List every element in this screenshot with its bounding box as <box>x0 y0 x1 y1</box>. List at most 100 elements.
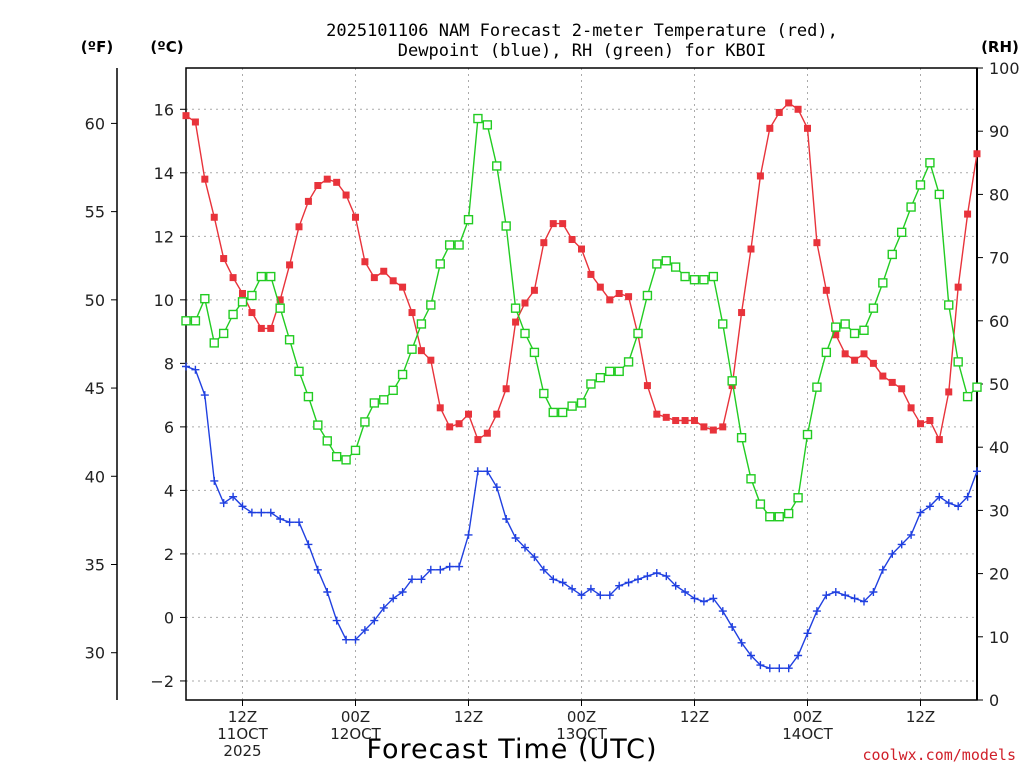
grid-lines <box>186 68 977 700</box>
temperature-point <box>851 356 859 364</box>
rh-tick-label: 60 <box>989 312 1009 331</box>
rh-point <box>783 508 794 519</box>
rh-point <box>755 499 766 509</box>
dewpoint-point <box>530 553 539 562</box>
temperature-point <box>182 112 190 120</box>
temperature-point <box>719 423 727 431</box>
dewpoint-point <box>728 623 737 631</box>
axis-tick-labels: −2 0 2 4 6 8 10 12 14 16 30 35 40 45 50 55 60 0 10 20 30 40 50… <box>85 59 1020 760</box>
dewpoint-point <box>360 626 369 635</box>
temperature-point <box>738 309 746 317</box>
rh-point <box>774 512 784 522</box>
dewpoint-point <box>219 499 228 508</box>
dewpoint-series <box>182 362 981 673</box>
celsius-tick-label: 0 <box>164 608 174 627</box>
rh-point <box>350 445 361 456</box>
rh-point <box>642 290 653 301</box>
temperature-point <box>888 378 896 386</box>
dewpoint-point <box>973 467 981 476</box>
temperature-point <box>493 410 501 418</box>
dewpoint-point <box>586 584 595 593</box>
temperature-point <box>210 213 218 221</box>
celsius-tick-label: 12 <box>154 227 174 246</box>
temperature-point <box>257 324 265 332</box>
rh-point <box>567 401 577 411</box>
rh-point <box>303 391 314 402</box>
rh-point <box>557 407 568 418</box>
dewpoint-point <box>379 603 388 612</box>
rh-point <box>510 303 521 313</box>
rh-point <box>972 382 982 392</box>
rh-point <box>218 328 229 339</box>
temperature-point <box>530 286 538 294</box>
rh-point <box>369 398 380 408</box>
rh-point <box>680 271 690 282</box>
temperature-point <box>794 105 802 113</box>
temperature-point <box>691 417 698 425</box>
temperature-point <box>540 239 548 247</box>
time-tick-label: 14OCT <box>782 725 833 743</box>
rh-point <box>228 309 238 320</box>
celsius-tick-label: 6 <box>164 418 174 437</box>
credit-watermark: coolwx.com/models <box>862 746 1016 764</box>
rh-series <box>181 113 982 522</box>
rh-point <box>595 372 606 383</box>
dewpoint-point <box>954 502 963 511</box>
temperature-point <box>926 417 934 425</box>
rh-point <box>652 259 662 269</box>
dewpoint-point <box>925 502 934 511</box>
chart-title: 2025101106 NAM Forecast 2-meter Temperat… <box>326 21 838 61</box>
dewpoint-point <box>718 607 727 616</box>
celsius-tick-label: 2 <box>164 545 174 564</box>
rh-point <box>190 316 201 326</box>
dewpoint-point <box>596 591 605 600</box>
dewpoint-point <box>558 578 567 587</box>
temperature-point <box>596 283 604 291</box>
dewpoint-point <box>756 661 765 670</box>
temperature-point <box>361 258 369 266</box>
temperature-point <box>559 220 567 228</box>
temperature-point <box>945 388 953 396</box>
dewpoint-point <box>332 616 341 625</box>
dewpoint-point <box>342 635 351 644</box>
rh-point <box>454 240 464 250</box>
rh-point <box>812 382 822 392</box>
dewpoint-point <box>502 515 511 523</box>
dewpoint-point <box>634 575 642 584</box>
celsius-tick-label: −2 <box>150 672 174 691</box>
celsius-tick-label: 8 <box>164 354 174 373</box>
rh-point <box>322 436 332 446</box>
time-tick-label: 2025 <box>223 742 261 760</box>
dewpoint-point <box>238 502 247 511</box>
temperature-point <box>521 299 529 307</box>
temperature-point <box>587 270 595 278</box>
dewpoint-point <box>247 508 256 517</box>
temperature-point <box>389 277 397 285</box>
dewpoint-point <box>775 664 784 673</box>
dewpoint-point <box>878 565 887 574</box>
rh-point <box>727 376 737 386</box>
dewpoint-point <box>483 467 492 476</box>
temperature-point <box>728 382 736 390</box>
temperature-point <box>681 417 689 425</box>
time-tick-label: 13OCT <box>556 725 607 743</box>
temperature-point <box>427 356 435 364</box>
rh-tick-label: 70 <box>989 249 1009 268</box>
time-tick-label: 12Z <box>454 708 483 726</box>
dewpoint-point <box>455 562 464 571</box>
temperature-point <box>436 404 444 412</box>
rh-point <box>529 347 540 358</box>
dewpoint-point <box>464 530 473 539</box>
rh-point <box>331 451 342 462</box>
dewpoint-point <box>323 588 332 596</box>
fahrenheit-tick-label: 35 <box>85 555 105 574</box>
dewpoint-point <box>257 508 266 517</box>
dewpoint-point <box>408 575 416 584</box>
dewpoint-point <box>662 572 671 581</box>
rh-point <box>473 113 483 124</box>
dewpoint-point <box>794 651 803 660</box>
celsius-tick-label: 16 <box>154 100 174 119</box>
dewpoint-point <box>568 584 577 593</box>
temperature-point <box>417 347 425 355</box>
